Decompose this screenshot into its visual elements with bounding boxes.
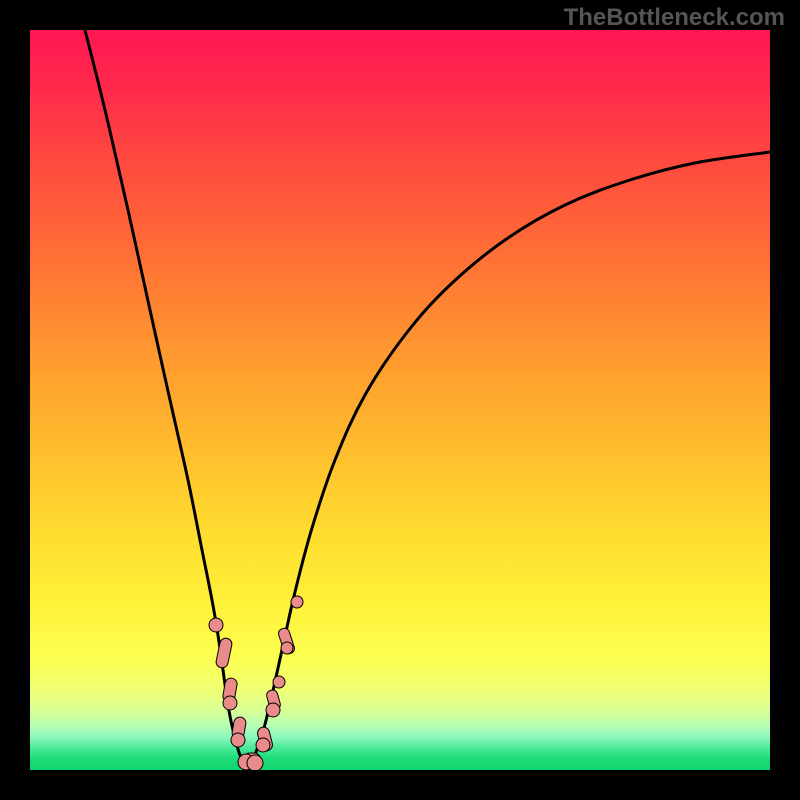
data-marker-dot: [209, 618, 223, 632]
data-marker-dot: [281, 642, 293, 654]
curve-svg: [30, 30, 770, 770]
outer-frame: TheBottleneck.com: [0, 0, 800, 800]
data-marker-dot: [223, 696, 237, 710]
watermark-text: TheBottleneck.com: [564, 4, 785, 32]
data-marker-dot: [231, 733, 245, 747]
plot-area: [30, 30, 770, 770]
data-marker-dot: [247, 755, 263, 770]
data-marker-dot: [256, 738, 270, 752]
bottleneck-curve: [248, 152, 770, 767]
data-marker-dot: [266, 703, 280, 717]
data-marker-dot: [273, 676, 285, 688]
data-marker-dot: [291, 596, 303, 608]
